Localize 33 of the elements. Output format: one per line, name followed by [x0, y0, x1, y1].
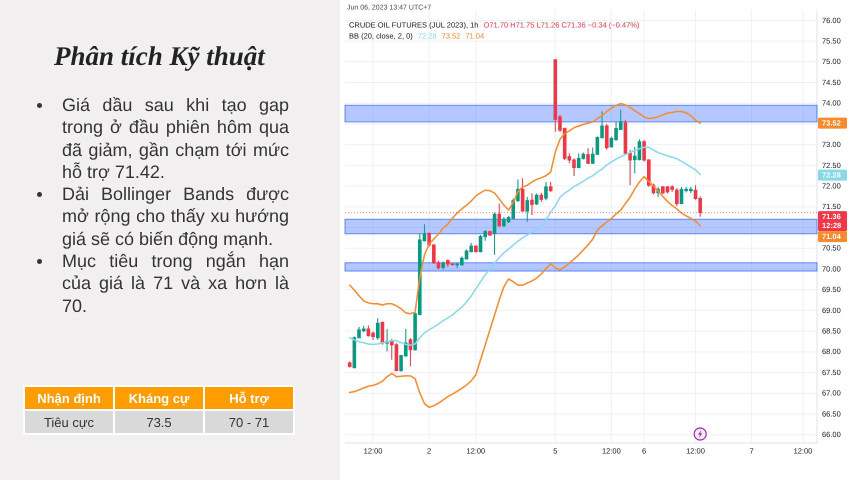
candlestick	[628, 150, 632, 186]
candlestick	[520, 178, 524, 212]
candlestick	[530, 193, 534, 216]
text: Phân tích Kỹ thuật	[54, 41, 265, 72]
line-series	[348, 102, 701, 314]
candlestick	[525, 196, 530, 222]
text: Mục tiêu trong ngắn hạn của giá là 71 và xa hơn là 70.	[62, 250, 289, 317]
text: Giá dầu sau khi tạo gap trong ở đầu phiên hôm qua đã giảm, gần chạm tới mức hỗ trợ 71.42.	[62, 94, 289, 184]
candlestick	[380, 321, 384, 346]
line-series	[348, 176, 701, 408]
text: 73.5	[114, 410, 204, 434]
candlestick	[474, 244, 478, 253]
text: Hỗ trợ	[204, 386, 294, 410]
text: 70 - 71	[204, 410, 294, 434]
candlestick	[497, 203, 502, 228]
candlestick	[539, 192, 544, 202]
line-series	[348, 146, 701, 346]
candlestick	[604, 123, 608, 150]
text: Dải Bollinger Bands được mở rộng cho thấy xu hướng giá sẽ có biến động mạnh.	[62, 183, 289, 250]
text: Kháng cự	[114, 386, 204, 410]
candlestick	[548, 181, 552, 192]
candlestick	[376, 318, 380, 340]
text: Nhận định	[24, 386, 114, 410]
candlestick	[586, 148, 590, 165]
candlestick	[492, 212, 496, 256]
candlestick	[624, 119, 628, 156]
candlestick	[660, 186, 665, 195]
candlestick	[544, 181, 548, 201]
candlestick	[488, 230, 492, 236]
candlestick	[348, 360, 352, 368]
candlestick	[534, 193, 538, 206]
candlestick	[441, 261, 445, 270]
text: Tiêu cực	[24, 410, 114, 434]
